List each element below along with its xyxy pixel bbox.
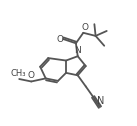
Text: N: N	[97, 96, 104, 106]
Text: O: O	[57, 35, 64, 44]
Text: O: O	[81, 23, 88, 32]
Text: CH₃: CH₃	[10, 69, 26, 78]
Text: N: N	[74, 46, 81, 55]
Text: O: O	[27, 71, 34, 80]
